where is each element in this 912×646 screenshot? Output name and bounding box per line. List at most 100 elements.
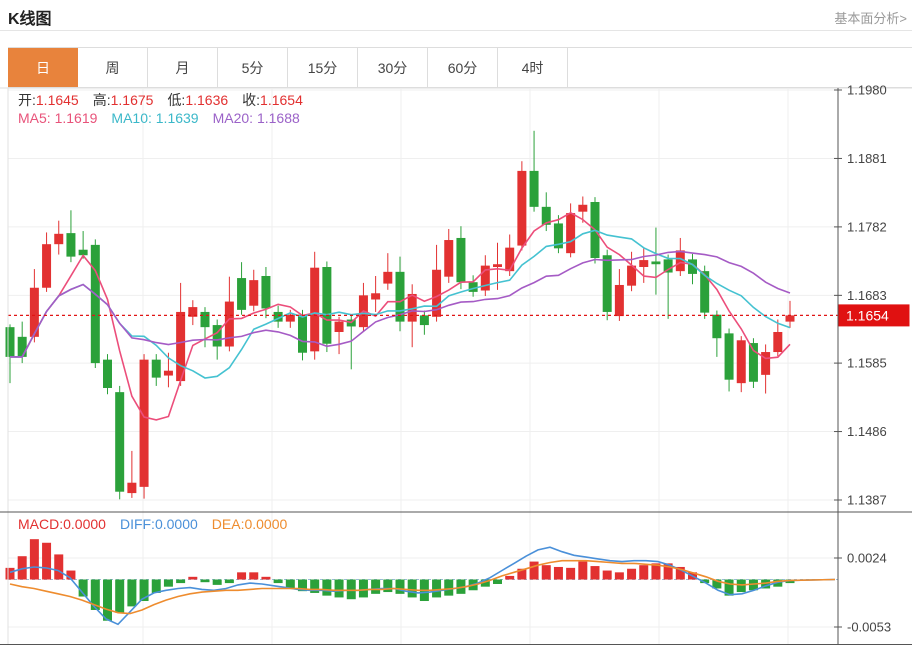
tab-5分[interactable]: 5分 bbox=[218, 48, 288, 87]
macd-bar bbox=[127, 579, 137, 607]
ma20-legend: MA20: 1.1688 bbox=[212, 110, 300, 126]
candle-body bbox=[395, 271, 405, 322]
ohlc-low: 低:1.1636 bbox=[167, 92, 229, 108]
macd-bar bbox=[578, 561, 588, 580]
macd-bar bbox=[224, 579, 234, 584]
candle-body bbox=[127, 482, 137, 494]
diff-line bbox=[9, 546, 836, 626]
ohlc-high: 高:1.1675 bbox=[92, 92, 154, 108]
candle-body bbox=[785, 315, 795, 322]
candle-body bbox=[614, 284, 624, 317]
macd-legend-row: MACD:0.0000 DIFF:0.0000 DEA:0.0000 bbox=[18, 516, 301, 532]
candle-body bbox=[456, 237, 466, 283]
tab-4时[interactable]: 4时 bbox=[498, 48, 568, 87]
candle-body bbox=[773, 331, 783, 353]
candle-body bbox=[54, 233, 64, 245]
candle-body bbox=[712, 314, 722, 339]
candle-body bbox=[17, 336, 27, 357]
ma5-line bbox=[10, 211, 791, 421]
macd-bar bbox=[212, 579, 222, 585]
dea-line bbox=[9, 559, 836, 615]
candle-body bbox=[432, 269, 442, 317]
price-axis-label: 1.1782 bbox=[847, 219, 887, 234]
candle-body bbox=[285, 314, 295, 322]
candle-body bbox=[419, 315, 429, 326]
macd-bar bbox=[432, 579, 442, 598]
macd-bar bbox=[103, 579, 112, 621]
macd-bar bbox=[42, 542, 52, 580]
macd-bar bbox=[383, 579, 393, 593]
candle-body bbox=[249, 280, 259, 306]
macd-bar bbox=[480, 579, 490, 587]
tab-30分[interactable]: 30分 bbox=[358, 48, 428, 87]
macd-bar bbox=[748, 579, 758, 591]
ma5-legend: MA5: 1.1619 bbox=[18, 110, 98, 126]
macd-histogram bbox=[5, 539, 795, 621]
macd-bar bbox=[249, 572, 259, 580]
tab-月[interactable]: 月 bbox=[148, 48, 218, 87]
candle-body bbox=[688, 259, 697, 274]
page-title: K线图 bbox=[8, 11, 52, 28]
candle-body bbox=[200, 311, 210, 328]
macd-bar bbox=[444, 579, 454, 596]
macd-bar bbox=[310, 579, 320, 593]
candle-body bbox=[383, 271, 393, 284]
candle-body bbox=[748, 343, 758, 382]
macd-bar bbox=[176, 579, 186, 584]
macd-bar bbox=[724, 579, 734, 596]
macd-bar bbox=[298, 579, 307, 592]
dea-legend: DEA:0.0000 bbox=[211, 516, 288, 532]
ohlc-row: 开:1.1645 高:1.1675 低:1.1636 收:1.1654 bbox=[18, 92, 317, 108]
candle-body bbox=[480, 265, 490, 291]
candle-body bbox=[261, 275, 271, 309]
macd-bar bbox=[78, 579, 88, 597]
candle-body bbox=[468, 282, 478, 292]
macd-bar bbox=[590, 566, 600, 580]
macd-bar bbox=[663, 563, 673, 580]
ma20-line bbox=[10, 250, 791, 358]
macd-bar bbox=[407, 579, 417, 598]
macd-bar bbox=[395, 579, 405, 594]
price-axis-label: 1.1881 bbox=[847, 151, 887, 166]
macd-bar bbox=[505, 575, 515, 580]
tab-日[interactable]: 日 bbox=[8, 48, 78, 87]
candle-body bbox=[651, 261, 661, 265]
macd-bar bbox=[517, 568, 527, 580]
macd-bar bbox=[188, 576, 198, 580]
macd-bar bbox=[675, 566, 685, 580]
macd-bar bbox=[261, 576, 271, 580]
macd-bar bbox=[627, 568, 637, 580]
candle-body bbox=[505, 247, 515, 272]
title-divider bbox=[0, 30, 912, 31]
ma-legend-row: MA5: 1.1619 MA10: 1.1639 MA20: 1.1688 bbox=[18, 110, 314, 126]
candle-body bbox=[334, 321, 344, 332]
macd-bar bbox=[200, 579, 210, 583]
tab-15分[interactable]: 15分 bbox=[288, 48, 358, 87]
macd-bar bbox=[761, 579, 771, 589]
macd-bar bbox=[639, 565, 649, 580]
candle-body bbox=[151, 359, 161, 378]
macd-bar bbox=[54, 554, 64, 580]
candle-body bbox=[578, 204, 588, 212]
macd-bar bbox=[651, 563, 661, 580]
macd-bar bbox=[285, 579, 295, 589]
candle-body bbox=[163, 370, 173, 376]
candle-body bbox=[371, 293, 381, 300]
macd-bar bbox=[541, 565, 551, 580]
candle-body bbox=[115, 392, 125, 492]
fundamental-analysis-link[interactable]: 基本面分析> bbox=[834, 11, 907, 26]
candle-body bbox=[724, 333, 734, 380]
candle-body bbox=[5, 327, 15, 357]
macd-bar bbox=[17, 556, 27, 580]
last-price-badge-bg bbox=[838, 304, 910, 327]
ma10-legend: MA10: 1.1639 bbox=[111, 110, 199, 126]
candle-body bbox=[90, 244, 100, 364]
candle-body bbox=[298, 314, 307, 353]
tab-60分[interactable]: 60分 bbox=[428, 48, 498, 87]
candle-body bbox=[444, 240, 454, 277]
macd-bar bbox=[29, 539, 39, 580]
macd-bar bbox=[322, 579, 332, 596]
candle-body bbox=[761, 352, 771, 375]
tab-周[interactable]: 周 bbox=[78, 48, 148, 87]
